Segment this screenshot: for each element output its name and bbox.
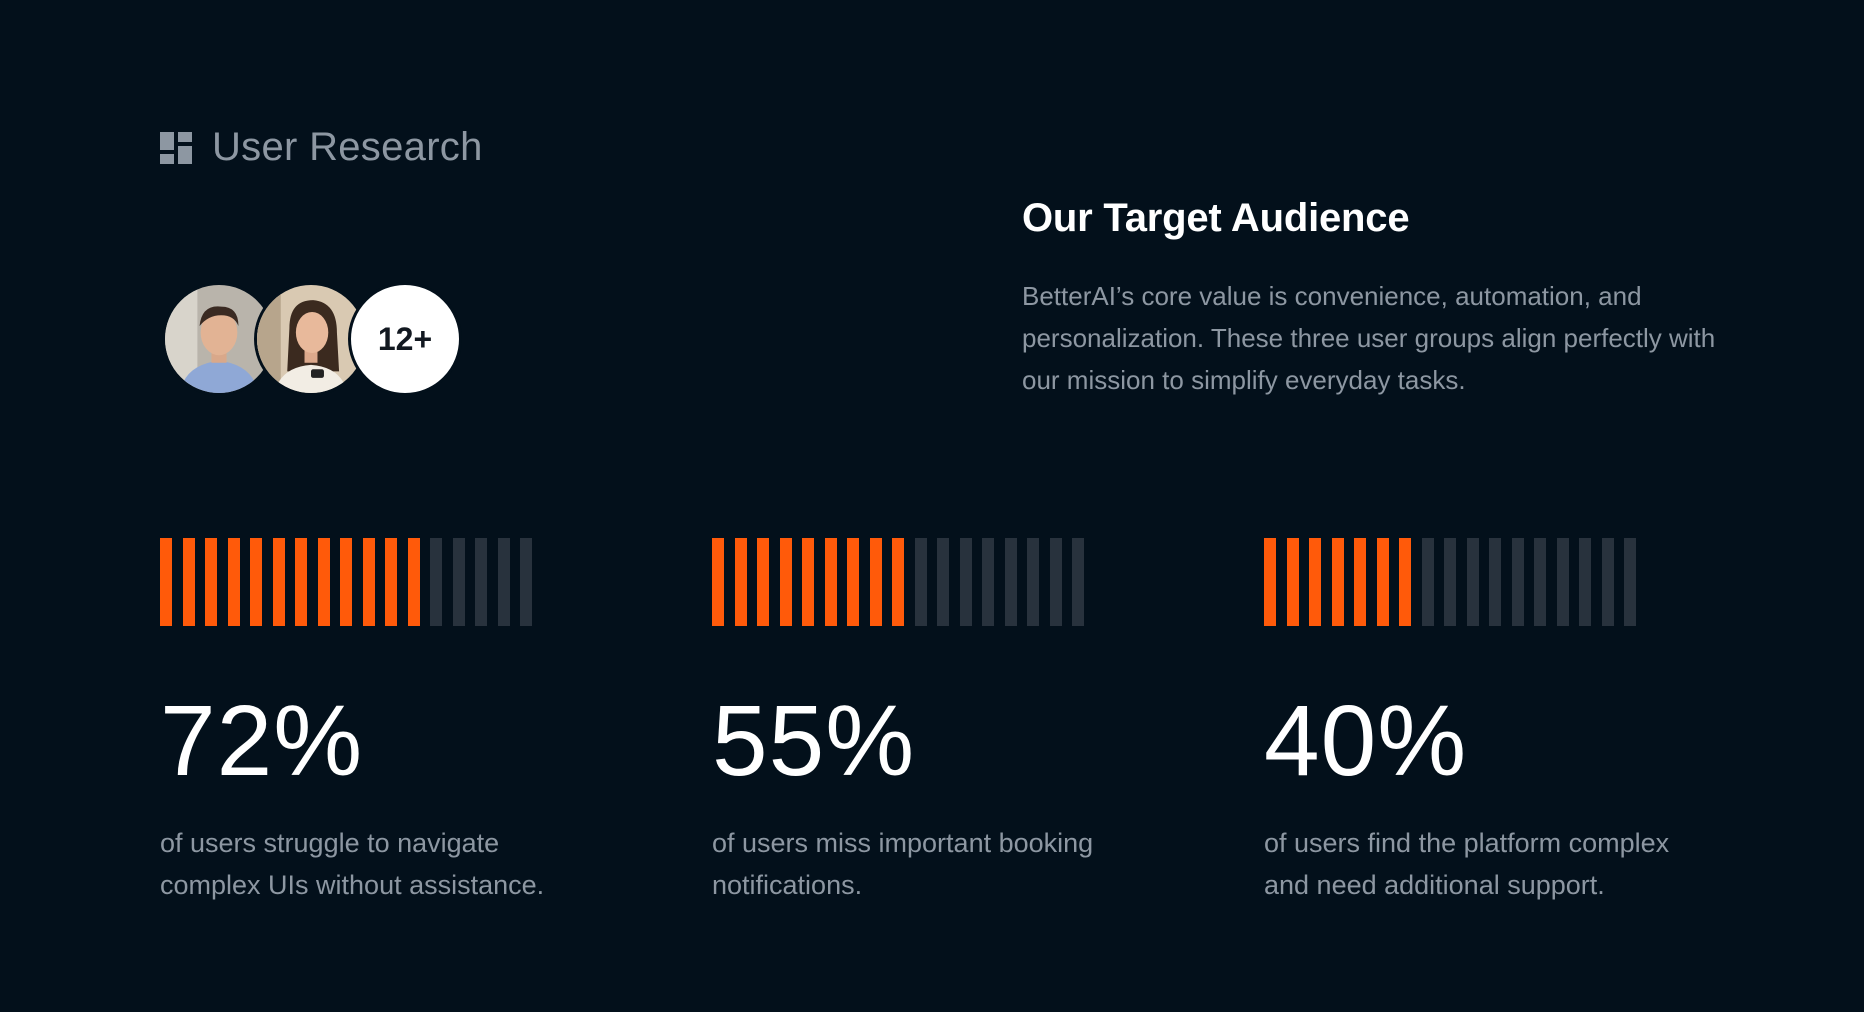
progress-segment-empty <box>475 538 487 626</box>
progress-segment-filled <box>734 538 747 626</box>
progress-segment-filled <box>869 538 882 626</box>
progress-segment-filled <box>1376 538 1389 626</box>
progress-segment-empty <box>1624 538 1636 626</box>
progress-segment-filled <box>712 538 724 626</box>
progress-segment-empty <box>1556 538 1569 626</box>
progress-segment-filled <box>1309 538 1321 626</box>
dashboard-grid-icon <box>160 131 192 164</box>
stat-description: of users miss important booking notifica… <box>712 828 1094 900</box>
progress-segment-filled <box>1399 538 1411 626</box>
progress-segment-empty <box>1534 538 1546 626</box>
progress-bars <box>160 538 620 626</box>
progress-segment-filled <box>205 538 217 626</box>
progress-segment-empty <box>1466 538 1479 626</box>
progress-segment-filled <box>385 538 397 626</box>
section-title: User Research <box>212 125 483 169</box>
target-audience: Our Target Audience BetterAI’s core valu… <box>1022 196 1722 401</box>
stat-card: 55% of users miss important booking noti… <box>712 538 1172 906</box>
progress-bars <box>1264 538 1724 626</box>
progress-segment-filled <box>1331 538 1344 626</box>
progress-bars <box>712 538 1172 626</box>
section-header: User Research <box>160 125 483 170</box>
progress-segment-filled <box>802 538 814 626</box>
progress-segment-filled <box>1264 538 1276 626</box>
stat-value: 72% <box>160 685 364 797</box>
progress-segment-filled <box>317 538 330 626</box>
progress-segment-filled <box>779 538 792 626</box>
progress-segment-empty <box>982 538 994 626</box>
progress-segment-filled <box>1354 538 1366 626</box>
audience-heading: Our Target Audience <box>1022 196 1410 240</box>
progress-segment-filled <box>182 538 195 626</box>
progress-segment-filled <box>362 538 375 626</box>
stat-value: 40% <box>1264 685 1468 797</box>
stat-description: of users struggle to navigate complex UI… <box>160 828 545 900</box>
progress-segment-filled <box>340 538 352 626</box>
progress-segment-empty <box>1027 538 1039 626</box>
progress-segment-empty <box>1489 538 1501 626</box>
user-count-badge: 12+ <box>348 282 462 396</box>
progress-segment-filled <box>892 538 904 626</box>
stat-card: 72% of users struggle to navigate comple… <box>160 538 620 906</box>
progress-segment-filled <box>1286 538 1299 626</box>
progress-segment-empty <box>520 538 532 626</box>
progress-segment-empty <box>1072 538 1084 626</box>
progress-segment-empty <box>497 538 510 626</box>
stat-description: of users find the platform complex and n… <box>1264 828 1670 900</box>
stat-card: 40% of users find the platform complex a… <box>1264 538 1724 906</box>
progress-segment-filled <box>757 538 769 626</box>
avatar-group: 12+ <box>162 282 462 396</box>
progress-segment-empty <box>430 538 442 626</box>
progress-segment-empty <box>1444 538 1456 626</box>
audience-description: BetterAI’s core value is convenience, au… <box>1022 281 1716 395</box>
progress-segment-empty <box>1579 538 1591 626</box>
progress-segment-empty <box>959 538 972 626</box>
progress-segment-filled <box>227 538 240 626</box>
progress-segment-filled <box>160 538 172 626</box>
progress-segment-empty <box>937 538 949 626</box>
progress-segment-filled <box>824 538 837 626</box>
progress-segment-filled <box>407 538 420 626</box>
progress-segment-empty <box>1049 538 1062 626</box>
progress-segment-empty <box>914 538 927 626</box>
progress-segment-empty <box>1004 538 1017 626</box>
progress-segment-filled <box>272 538 285 626</box>
progress-segment-empty <box>452 538 465 626</box>
stat-value: 55% <box>712 685 916 797</box>
progress-segment-filled <box>295 538 307 626</box>
progress-segment-empty <box>1511 538 1524 626</box>
progress-segment-empty <box>1601 538 1614 626</box>
progress-segment-filled <box>847 538 859 626</box>
progress-segment-empty <box>1421 538 1434 626</box>
progress-segment-filled <box>250 538 262 626</box>
